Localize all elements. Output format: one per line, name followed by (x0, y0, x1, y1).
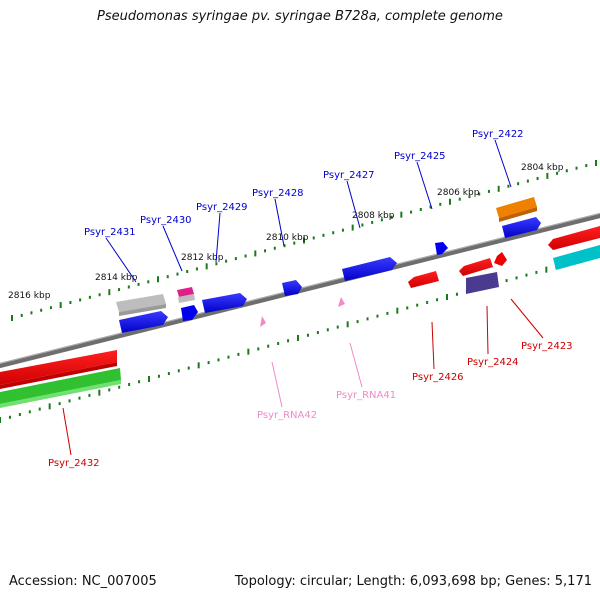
leader-psyr-2426 (431, 321, 435, 370)
leader-psyr-2428 (274, 198, 285, 247)
leader-psyr-2431 (105, 237, 137, 283)
leader-psyr-rna41 (349, 342, 363, 388)
tick-label-2806-kbp: 2806 kbp (437, 188, 480, 198)
gene-shapes-upper (116, 197, 541, 333)
tick-label-2816-kbp: 2816 kbp (8, 291, 51, 301)
genome-title: Pseudomonas syringae pv. syringae B728a,… (97, 9, 503, 24)
tick-label-2804-kbp: 2804 kbp (521, 163, 564, 173)
gene-psyr-2426[interactable] (408, 271, 439, 288)
tick-track-lower (0, 253, 597, 423)
leader-psyr-2423 (510, 298, 544, 339)
leader-psyr-2425 (416, 161, 433, 210)
leader-psyr-2427 (346, 180, 361, 229)
label-psyr-2430[interactable]: Psyr_2430 (140, 215, 192, 226)
tick-label-2812-kbp: 2812 kbp (181, 253, 224, 263)
tick-track-upper (11, 160, 597, 321)
gene-psyr-2431[interactable] (116, 294, 166, 312)
leader-psyr-2424 (486, 305, 489, 355)
gene-labels: 2816 kbp 2814 kbp 2812 kbp 2810 kbp 2808 kbp… (8, 129, 573, 469)
label-psyr-2422[interactable]: Psyr_2422 (472, 129, 524, 140)
gene-psyr-2432[interactable] (0, 350, 117, 385)
gene-psyr-2422-base (499, 207, 537, 222)
tick-label-2814-kbp: 2814 kbp (95, 273, 138, 283)
gene-psyr-2432-base (0, 362, 117, 389)
rrna-track-base (0, 380, 121, 408)
label-psyr-2428[interactable]: Psyr_2428 (252, 188, 304, 199)
gene-psyr-2431-base (119, 304, 166, 316)
gene-psyr-2430[interactable] (177, 287, 194, 297)
leader-psyr-rna42 (271, 361, 283, 408)
genome-summary: Topology: circular; Length: 6,093,698 bp… (234, 574, 592, 589)
gene-psyr-2423[interactable] (494, 252, 507, 266)
gene-psyr-2427[interactable] (342, 257, 397, 281)
rna-psyr-rna42[interactable] (260, 316, 266, 327)
rrna-track[interactable] (0, 368, 121, 404)
gene-psyr-2429-small[interactable] (181, 305, 198, 321)
accession-label: Accession: NC_007005 (9, 574, 157, 589)
gene-psyr-2424[interactable] (459, 258, 493, 276)
gene-psyr-2424b[interactable] (466, 272, 499, 294)
gene-red-right[interactable] (548, 226, 600, 250)
tick-label-2808-kbp: 2808 kbp (352, 211, 395, 221)
gene-psyr-2422[interactable] (496, 197, 537, 218)
gene-psyr-2422b[interactable] (502, 217, 541, 238)
label-psyr-2432[interactable]: Psyr_2432 (48, 458, 100, 469)
label-psyr-2429[interactable]: Psyr_2429 (196, 202, 248, 213)
gene-psyr-2431b[interactable] (119, 311, 168, 333)
gene-psyr-2429[interactable] (202, 293, 247, 313)
gene-psyr-2430b[interactable] (178, 294, 195, 303)
label-psyr-2423[interactable]: Psyr_2423 (521, 341, 573, 352)
label-psyr-rna42[interactable]: Psyr_RNA42 (257, 410, 317, 421)
label-psyr-rna41[interactable]: Psyr_RNA41 (336, 390, 396, 401)
leader-psyr-2430 (162, 225, 183, 272)
leader-psyr-2432 (62, 407, 72, 456)
gene-shapes-lower (0, 226, 600, 408)
label-psyr-2431[interactable]: Psyr_2431 (84, 227, 136, 238)
leader-psyr-2422 (494, 139, 512, 188)
label-psyr-2427[interactable]: Psyr_2427 (323, 170, 375, 181)
gene-cyan-right[interactable] (553, 245, 600, 270)
tick-label-2810-kbp: 2810 kbp (266, 233, 309, 243)
gene-psyr-2428[interactable] (282, 280, 302, 296)
rna-psyr-rna41[interactable] (338, 297, 345, 307)
gene-psyr-2425[interactable] (435, 242, 448, 255)
label-psyr-2425[interactable]: Psyr_2425 (394, 151, 446, 162)
leader-psyr-2429 (215, 212, 221, 263)
label-psyr-2426[interactable]: Psyr_2426 (412, 372, 464, 383)
label-psyr-2424[interactable]: Psyr_2424 (467, 357, 519, 368)
